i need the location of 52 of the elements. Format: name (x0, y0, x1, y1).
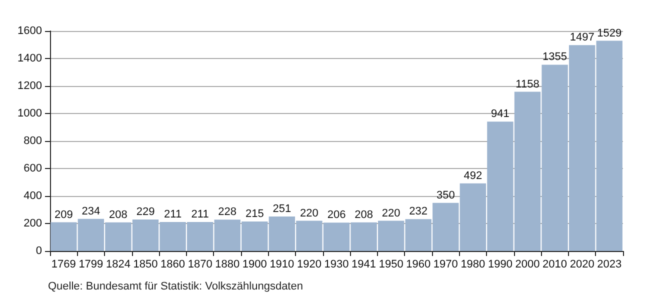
y-tick-label: 400 (24, 190, 42, 202)
data-label: 208 (109, 208, 128, 221)
x-tick-label: 1799 (78, 258, 104, 270)
data-label: 1529 (597, 27, 622, 40)
data-label: 1158 (516, 78, 540, 90)
data-label: 211 (164, 208, 182, 220)
data-label: 941 (491, 108, 510, 120)
data-label: 1355 (542, 51, 568, 64)
y-tick-label: 200 (24, 218, 42, 230)
x-tick-label: 1860 (160, 258, 186, 270)
x-tick-label: 1769 (51, 258, 76, 270)
x-tick-label: 2000 (515, 258, 540, 270)
x-tick-label: 1870 (188, 258, 212, 270)
y-tick-label: 600 (24, 162, 42, 174)
data-label: 211 (191, 208, 209, 220)
x-tick-label: 1880 (215, 258, 240, 270)
data-label: 492 (464, 170, 482, 182)
data-label: 220 (382, 207, 400, 220)
x-tick-label: 1990 (488, 258, 512, 270)
data-label: 229 (136, 206, 155, 218)
x-tick-label: 1930 (324, 258, 349, 270)
x-tick-label: 2020 (570, 258, 594, 270)
y-tick-label: 800 (24, 135, 42, 147)
y-tick-label: 1400 (18, 52, 42, 64)
x-tick-label: 2023 (597, 258, 622, 270)
x-tick-label: 1970 (433, 258, 458, 270)
source-note: Quelle: Bundesamt für Statistik: Volkszählungsdaten (48, 280, 303, 292)
x-tick-label: 1850 (133, 258, 158, 270)
x-tick-label: 1900 (242, 258, 267, 270)
x-tick-label: 1824 (106, 258, 130, 270)
data-label: 1497 (570, 32, 594, 44)
y-tick-label: 0 (36, 245, 42, 257)
x-tick-label: 1941 (352, 258, 376, 270)
y-tick-label: 1200 (18, 80, 42, 92)
data-label: 234 (82, 205, 100, 218)
data-label: 215 (245, 208, 264, 220)
x-tick-label: 1960 (406, 258, 431, 270)
data-label: 232 (409, 206, 428, 218)
data-label: 350 (436, 189, 455, 202)
data-label: 209 (54, 208, 73, 221)
y-tick-label: 1600 (18, 25, 42, 37)
x-tick-label: 1920 (296, 258, 322, 270)
data-label: 208 (354, 208, 373, 221)
data-label: 251 (272, 202, 292, 215)
x-tick-label: 1980 (460, 258, 486, 270)
data-label: 206 (327, 209, 346, 222)
x-tick-label: 1950 (378, 258, 404, 270)
x-tick-label: 2010 (542, 258, 568, 270)
y-tick-label: 1000 (18, 108, 42, 120)
data-label: 220 (300, 207, 318, 220)
x-tick-label: 1910 (270, 258, 294, 270)
data-label: 228 (218, 206, 237, 218)
